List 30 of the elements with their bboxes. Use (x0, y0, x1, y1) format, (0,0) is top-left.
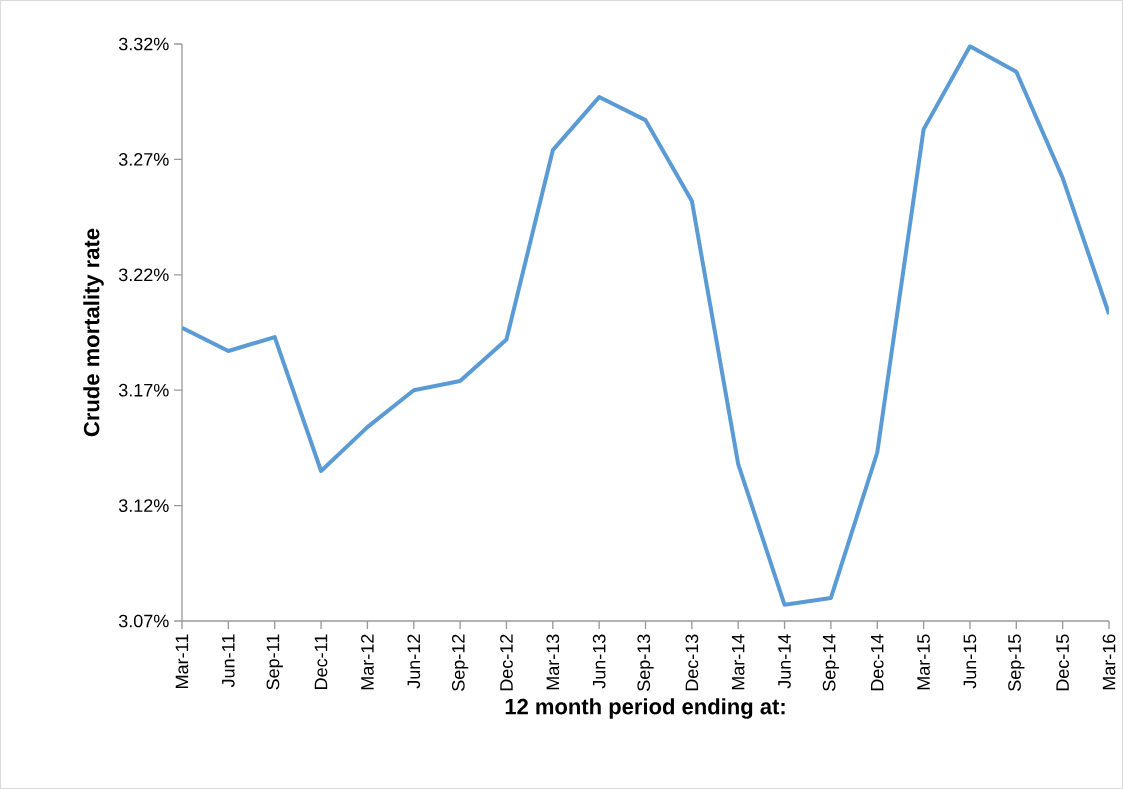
y-tick-label: 3.27% (118, 153, 169, 166)
y-tick-label: 3.17% (118, 383, 169, 397)
x-tick-label: Jun-14 (778, 634, 791, 689)
x-tick-label: Mar-12 (361, 634, 374, 690)
x-tick-label: Jun-12 (407, 634, 421, 689)
y-tick-label: 3.32% (118, 37, 169, 51)
x-tick-label: Dec-14 (870, 634, 884, 691)
x-tick-label: Mar-16 (1102, 634, 1116, 690)
x-tick-label: Mar-11 (175, 634, 189, 688)
x-tick-label: Mar-13 (546, 634, 560, 690)
x-tick-label: Dec-13 (685, 634, 699, 691)
x-tick-label: Sep-12 (451, 634, 469, 691)
y-tick-label: 3.12% (118, 499, 169, 512)
x-tick-label: Jun-11 (222, 634, 235, 688)
x-tick-label: Mar-15 (917, 634, 930, 690)
x-axis-title: 12 month period ending at: (505, 698, 785, 719)
y-axis-title: Crude mortality rate (83, 228, 104, 437)
y-tick-label: 3.07% (118, 614, 169, 628)
x-tick-label: Sep-13 (637, 634, 654, 691)
x-tick-label: Sep-15 (1008, 634, 1025, 691)
x-tick-label: Dec-11 (314, 634, 328, 689)
x-tick-label: Dec-15 (1056, 634, 1069, 691)
x-tick-label: Jun-15 (963, 634, 977, 689)
y-tick-label: 3.22% (118, 268, 169, 282)
x-tick-label: Sep-14 (822, 634, 840, 691)
x-tick-label: Mar-14 (731, 634, 745, 690)
x-tick-label: Dec-12 (500, 634, 513, 691)
x-tick-label: Jun-13 (592, 634, 606, 689)
x-tick-label: Sep-11 (266, 634, 283, 690)
line-series (182, 44, 1110, 607)
